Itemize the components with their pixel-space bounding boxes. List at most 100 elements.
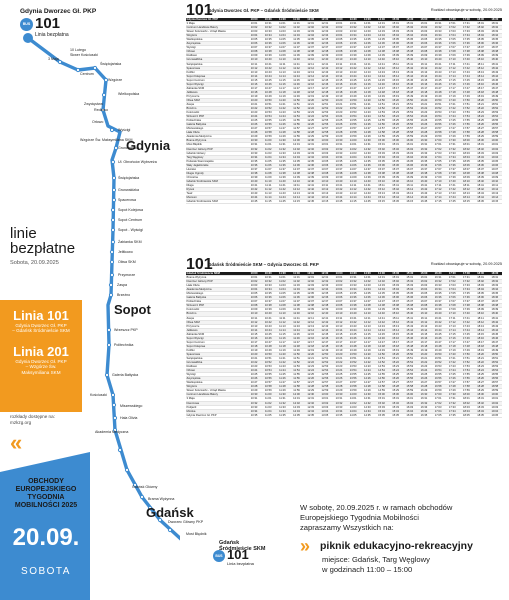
timetable-row: Podjazd 10:33 11:03 11:33 12:03 12:33 13:03 13:…: [186, 405, 502, 410]
departure-time-cell: 11:37: [275, 167, 290, 172]
departure-time-cell: 10:44: [247, 195, 262, 201]
timetable-route: Gdynia Dworzec Gł. PKP – Gdańsk Śródmieś…: [208, 8, 319, 13]
departure-time-cell: 17:13: [445, 70, 460, 75]
departure-time-cell: 11:21: [275, 356, 290, 362]
departure-time-cell: 15:00: [374, 138, 389, 144]
departure-time-cell: 10:32: [261, 279, 276, 285]
departure-time-cell: 18:15: [473, 78, 488, 83]
stop-label: Orłowo: [92, 120, 104, 124]
departure-time-cell: 18:36: [487, 41, 502, 47]
departure-time-cell: 13:51: [346, 356, 361, 362]
departure-time-cell: 16:41: [431, 316, 446, 321]
departure-time-cell: 14:38: [374, 49, 389, 55]
departure-time-cell: 16:37: [416, 167, 432, 172]
chevron-right-icon: »: [300, 536, 311, 556]
stop-label: Redłowo: [94, 108, 108, 112]
timetable-row: Oliwa SKM 10:12 10:42 11:12 11:42 12:12 12:42 1…: [186, 320, 502, 325]
departure-time-cell: 10:24: [247, 114, 262, 120]
stop-name-cell: Kolibki: [186, 348, 247, 353]
departure-time-cell: 15:31: [402, 275, 417, 281]
stop-name-cell: Akademia Medyczna: [186, 134, 247, 140]
timetable-row: Sopot Wyścigi 10:16 10:46 11:16 11:46 12:16 12…: [186, 336, 502, 341]
departure-time-cell: 18:10: [473, 311, 488, 317]
departure-time-cell: 11:52: [289, 360, 304, 366]
departure-time-cell: 15:23: [388, 110, 403, 116]
departure-time-cell: 12:34: [303, 155, 318, 160]
line-201-sub3: Maksymiliana SKM: [21, 369, 61, 375]
departure-time-cell: 15:44: [388, 195, 403, 201]
departure-time-cell: 17:09: [431, 175, 446, 180]
departure-time-cell: 11:49: [289, 348, 304, 353]
departure-time-cell: 13:38: [346, 49, 361, 55]
departure-time-cell: 13:17: [331, 86, 347, 91]
departure-time-cell: 12:19: [303, 94, 318, 99]
departure-time-cell: 15:29: [388, 388, 403, 394]
departure-time-cell: 13:50: [346, 98, 361, 103]
departure-time-cell: 11:58: [289, 384, 304, 390]
departure-time-cell: 19:05: [487, 159, 502, 164]
departure-time-cell: 11:27: [275, 380, 290, 386]
departure-time-cell: 11:35: [289, 291, 304, 297]
departure-time-cell: 17:54: [459, 368, 474, 374]
departure-time-cell: 19:10: [487, 179, 502, 184]
departure-time-cell: 17:20: [445, 98, 460, 103]
departure-time-cell: 18:37: [487, 299, 502, 305]
stop-name-cell: Galeria Bałtycka: [186, 122, 247, 128]
departure-time-cell: 15:30: [402, 18, 417, 22]
city-gdansk: Gdańsk: [146, 505, 194, 520]
departure-time-cell: 11:43: [289, 324, 304, 329]
departure-time-cell: 18:19: [473, 348, 488, 353]
stop-name-cell: Teatr: [186, 191, 247, 197]
departure-time-cell: 10:35: [247, 413, 262, 418]
departure-time-cell: 17:00: [431, 392, 446, 398]
timetable-row: Długie Ogrody 10:38 11:08 11:38 12:08 12:38 13…: [186, 171, 502, 176]
departure-time-cell: 10:02: [247, 279, 262, 285]
departure-time-cell: 18:50: [487, 352, 502, 357]
stop-name-cell: Jelitkowo: [186, 90, 247, 95]
timetable-row: Żabianka SKM 10:15 10:45 11:15 11:45 12:15 12:…: [186, 332, 502, 337]
departure-time-cell: 11:17: [275, 340, 290, 345]
departure-time-cell: 12:42: [303, 187, 318, 193]
departure-time-cell: 15:44: [402, 328, 417, 333]
departure-time-cell: 13:18: [331, 344, 347, 349]
departure-time-cell: 11:08: [261, 171, 276, 176]
departure-time-cell: 18:44: [487, 74, 502, 79]
departure-time-cell: 12:29: [303, 388, 318, 394]
stop-name-cell: Dworzec Główny PKP: [186, 279, 247, 285]
departure-time-cell: 19:04: [487, 155, 502, 160]
departure-time-cell: 16:49: [431, 94, 446, 99]
departure-time-cell: 12:43: [303, 191, 318, 197]
departure-time-cell: 15:54: [402, 114, 417, 120]
departure-time-cell: 11:32: [275, 401, 290, 406]
departure-time-cell: 13:12: [317, 187, 332, 193]
departure-time-cell: 14:14: [360, 74, 375, 79]
departure-time-cell: 18:11: [459, 183, 474, 188]
stop-name-cell: Spacerowa: [186, 66, 247, 71]
departure-time-cell: 12:34: [317, 287, 332, 293]
line-free-label: Linia bezpłatna: [35, 32, 69, 38]
departure-time-cell: 12:06: [289, 163, 304, 168]
departure-time-cell: 16:00: [416, 272, 432, 276]
departure-time-cell: 13:12: [331, 66, 347, 71]
departure-time-cell: 11:50: [289, 98, 304, 103]
timetable-row: Wielkopolska 10:05 10:35 11:05 11:35 12:05 12:…: [186, 37, 502, 43]
departure-time-cell: 17:56: [459, 376, 474, 382]
chevron-left-icon: «: [10, 430, 23, 455]
departure-time-cell: 17:06: [431, 163, 446, 168]
departure-time-cell: 12:45: [303, 199, 318, 205]
departure-time-cell: 15:48: [402, 90, 417, 95]
timetable-row: Kościuszki 10:09 10:39 11:09 11:39 12:09 12:39…: [186, 307, 502, 313]
stop-name-cell: Dworcowa: [186, 401, 247, 406]
departure-time-cell: 10:14: [247, 328, 262, 333]
timetable-validity: Rozkład obowiązuje w sobotę, 20.09.2025: [430, 8, 502, 12]
departure-time-cell: 12:09: [289, 175, 304, 180]
departure-time-cell: 16:35: [416, 159, 432, 164]
departure-time-cell: 18:43: [487, 70, 502, 75]
departure-time-cell: 14:05: [346, 159, 361, 164]
departure-time-cell: 10:39: [261, 307, 276, 313]
departure-time-cell: 15:52: [402, 106, 417, 112]
departure-time-cell: 15:32: [388, 147, 403, 152]
departure-time-cell: 13:06: [331, 295, 347, 301]
timetable-row: Gdańsk Śródmieście SKM 10:45 11:15 11:45 12:…: [186, 199, 502, 205]
note-line1: rozkłady dostępne na:: [10, 414, 55, 419]
